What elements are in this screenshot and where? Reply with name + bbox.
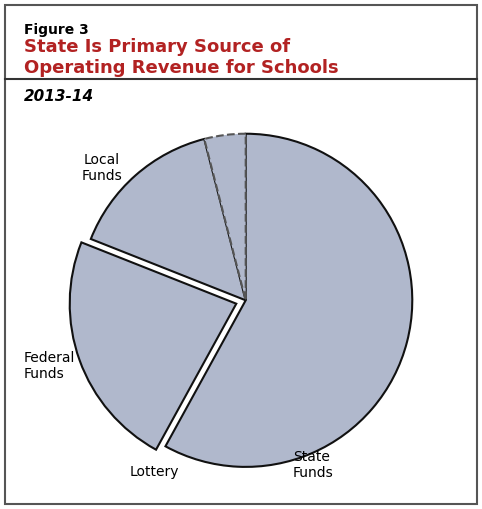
Text: Lottery: Lottery <box>130 465 179 479</box>
Wedge shape <box>70 242 236 449</box>
Text: Figure 3: Figure 3 <box>24 23 89 37</box>
Text: Local
Funds: Local Funds <box>82 153 122 183</box>
Wedge shape <box>204 134 246 300</box>
Text: 2013-14: 2013-14 <box>24 89 94 104</box>
Text: State Is Primary Source of: State Is Primary Source of <box>24 38 290 56</box>
Text: Federal
Funds: Federal Funds <box>24 351 76 381</box>
Text: Operating Revenue for Schools: Operating Revenue for Schools <box>24 59 339 76</box>
Text: State
Funds: State Funds <box>293 450 334 480</box>
Wedge shape <box>165 134 412 467</box>
Wedge shape <box>91 139 246 300</box>
